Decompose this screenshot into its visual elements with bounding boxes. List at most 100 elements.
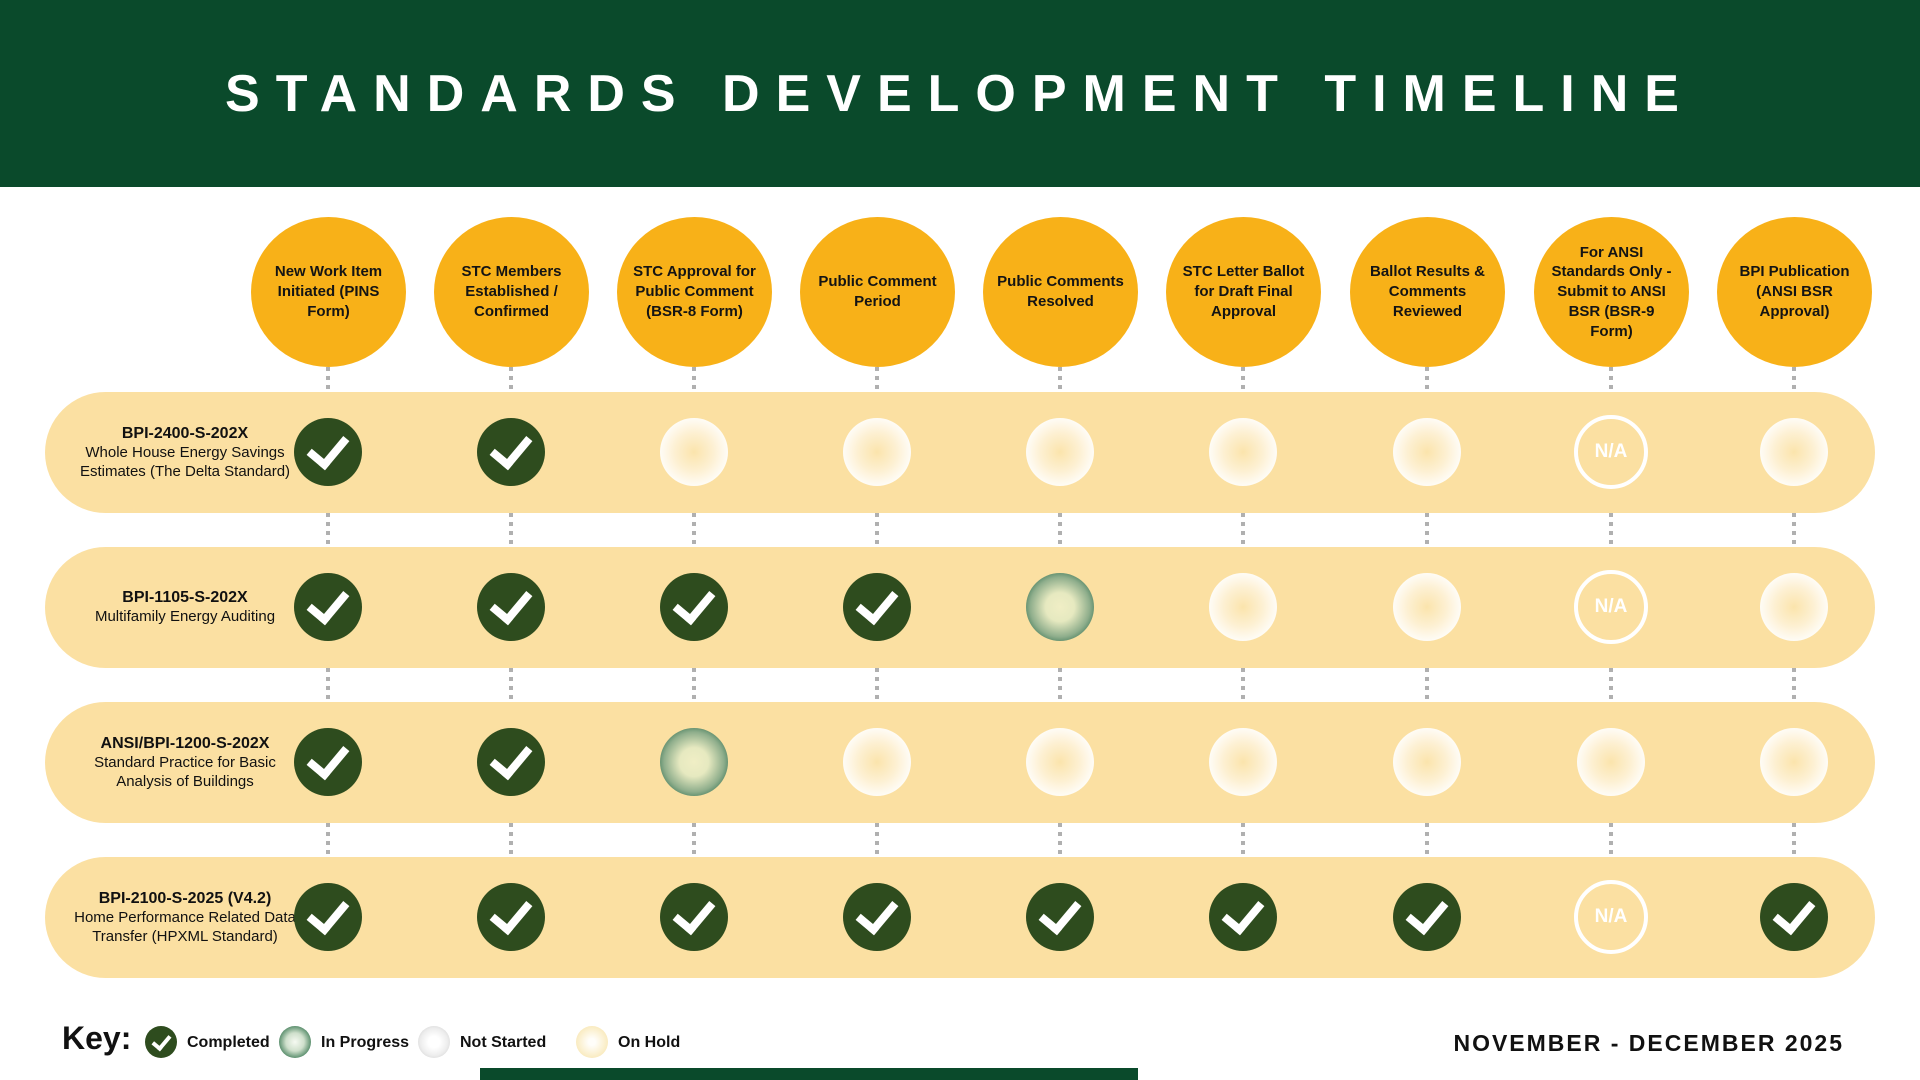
status-on_hold-circle xyxy=(1393,418,1461,486)
connector-dotted-line xyxy=(875,367,879,392)
standard-name: Home Performance Related Data Transfer (… xyxy=(74,908,296,945)
check-icon xyxy=(151,1030,171,1051)
connector-dotted-line xyxy=(509,513,513,547)
status-completed-circle xyxy=(843,573,911,641)
connector-dotted-line xyxy=(1792,823,1796,857)
connector-dotted-line xyxy=(1425,823,1429,857)
stage-circle-9: BPI Publication (ANSI BSR Approval) xyxy=(1717,217,1872,367)
connector-dotted-line xyxy=(509,668,513,702)
legend-not_started-label: Not Started xyxy=(460,1034,547,1051)
legend-completed-label: Completed xyxy=(187,1034,270,1051)
status-completed-circle xyxy=(1760,883,1828,951)
status-on_hold-circle xyxy=(1209,573,1277,641)
legend-in_progress-label: In Progress xyxy=(321,1034,410,1051)
connector-dotted-line xyxy=(1609,367,1613,392)
stage-circle-7: Ballot Results & Comments Reviewed xyxy=(1350,217,1505,367)
header-banner: STANDARDS DEVELOPMENT TIMELINE xyxy=(0,0,1920,187)
connector-dotted-line xyxy=(509,823,513,857)
status-on_hold-circle xyxy=(1577,728,1645,796)
stage-label: Public Comment Period xyxy=(818,273,937,310)
legend-completed-circle xyxy=(145,1026,177,1058)
stage-circle-2: STC Members Established / Confirmed xyxy=(434,217,589,367)
connector-dotted-line xyxy=(1425,668,1429,702)
status-completed-circle xyxy=(294,728,362,796)
page-title: STANDARDS DEVELOPMENT TIMELINE xyxy=(225,64,1695,123)
stage-label: STC Members Established / Confirmed xyxy=(461,263,562,320)
connector-dotted-line xyxy=(1058,513,1062,547)
connector-dotted-line xyxy=(1792,513,1796,547)
connector-dotted-line xyxy=(1241,513,1245,547)
status-completed-circle xyxy=(660,883,728,951)
status-on_hold-circle xyxy=(843,728,911,796)
standard-name: Multifamily Energy Auditing xyxy=(94,608,276,626)
check-icon xyxy=(489,890,533,936)
stage-circle-8: For ANSI Standards Only - Submit to ANSI… xyxy=(1534,217,1689,367)
stage-label: For ANSI Standards Only - Submit to ANSI… xyxy=(1551,243,1672,340)
connector-dotted-line xyxy=(326,668,330,702)
check-icon xyxy=(306,890,350,936)
status-completed-circle xyxy=(660,573,728,641)
row-label: BPI-2100-S-2025 (V4.2) Home Performance R… xyxy=(70,857,300,978)
check-icon xyxy=(306,425,350,471)
legend-not_started-circle xyxy=(418,1026,450,1058)
connector-dotted-line xyxy=(1792,668,1796,702)
status-completed-circle xyxy=(843,883,911,951)
stage-circle-3: STC Approval for Public Comment (BSR-8 F… xyxy=(617,217,772,367)
status-on_hold-circle xyxy=(1760,728,1828,796)
check-icon xyxy=(672,890,716,936)
connector-dotted-line xyxy=(1609,823,1613,857)
na-badge: N/A xyxy=(1574,880,1648,954)
status-in_progress-circle xyxy=(660,728,728,796)
connector-dotted-line xyxy=(1425,367,1429,392)
check-icon xyxy=(489,735,533,781)
check-icon xyxy=(306,580,350,626)
date-range-label: NOVEMBER - DECEMBER 2025 xyxy=(1453,1030,1844,1056)
status-on_hold-circle xyxy=(1026,728,1094,796)
standard-code: BPI-2100-S-2025 (V4.2) xyxy=(98,889,272,907)
connector-dotted-line xyxy=(1241,367,1245,392)
status-in_progress-circle xyxy=(1026,573,1094,641)
legend: Key: Completed In Progress Not Started On H… xyxy=(0,1012,1920,1072)
status-completed-circle xyxy=(294,573,362,641)
na-badge: N/A xyxy=(1574,415,1648,489)
connector-dotted-line xyxy=(1609,668,1613,702)
status-completed-circle xyxy=(477,573,545,641)
standard-code: BPI-2400-S-202X xyxy=(121,424,249,442)
timeline-row: BPI-2100-S-2025 (V4.2) Home Performance R… xyxy=(45,857,1875,978)
check-icon xyxy=(489,580,533,626)
connector-dotted-line xyxy=(1241,668,1245,702)
connector-dotted-line xyxy=(1609,513,1613,547)
status-completed-circle xyxy=(1026,883,1094,951)
connector-dotted-line xyxy=(509,367,513,392)
status-completed-circle xyxy=(477,418,545,486)
connector-dotted-line xyxy=(1058,367,1062,392)
status-completed-circle xyxy=(294,418,362,486)
status-on_hold-circle xyxy=(1760,418,1828,486)
check-icon xyxy=(855,890,899,936)
connector-dotted-line xyxy=(875,513,879,547)
check-icon xyxy=(306,735,350,781)
check-icon xyxy=(672,580,716,626)
status-on_hold-circle xyxy=(1393,573,1461,641)
standard-name: Standard Practice for Basic Analysis of … xyxy=(94,753,276,790)
connector-dotted-line xyxy=(326,823,330,857)
check-icon xyxy=(489,425,533,471)
connector-dotted-line xyxy=(692,513,696,547)
status-on_hold-circle xyxy=(1026,418,1094,486)
connector-dotted-line xyxy=(692,823,696,857)
timeline-row: ANSI/BPI-1200-S-202X Standard Practice fo… xyxy=(45,702,1875,823)
connector-dotted-line xyxy=(692,367,696,392)
check-icon xyxy=(1038,890,1082,936)
connector-dotted-line xyxy=(692,668,696,702)
stage-label: Ballot Results & Comments Reviewed xyxy=(1369,263,1486,320)
check-icon xyxy=(1405,890,1449,936)
timeline-row: BPI-1105-S-202X Multifamily Energy Auditi… xyxy=(45,547,1875,668)
na-badge: N/A xyxy=(1574,570,1648,644)
row-label: BPI-2400-S-202X Whole House Energy Saving… xyxy=(70,392,300,513)
stage-label: Public Comments Resolved xyxy=(997,273,1124,310)
status-completed-circle xyxy=(294,883,362,951)
status-completed-circle xyxy=(477,883,545,951)
status-completed-circle xyxy=(1209,883,1277,951)
connector-dotted-line xyxy=(1792,367,1796,392)
